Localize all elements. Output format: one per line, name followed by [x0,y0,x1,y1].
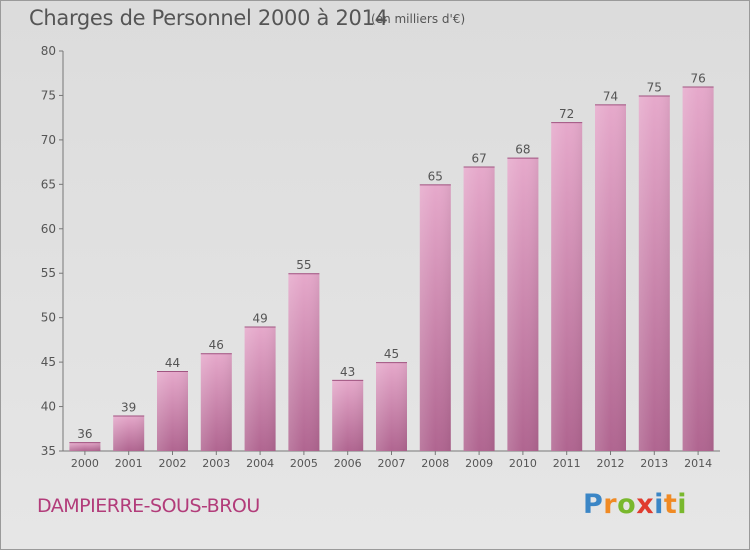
x-tick-label: 2004 [246,457,274,470]
x-tick-label: 2005 [290,457,318,470]
x-tick-label: 2010 [509,457,537,470]
data-label: 68 [515,143,530,157]
data-label: 75 [647,80,662,94]
chart-title: Charges de Personnel 2000 à 2014 [29,6,388,30]
bar-shine [463,166,495,452]
data-label: 44 [165,356,180,370]
bar-shine [69,442,101,451]
x-tick-label: 2009 [465,457,493,470]
y-tick-label: 45 [41,355,56,369]
y-tick-label: 35 [41,444,56,458]
x-tick-label: 2001 [115,457,143,470]
y-tick-label: 80 [41,44,56,58]
x-tick-label: 2003 [202,457,230,470]
bar-shine [419,184,451,452]
logo-letter: r [603,489,618,520]
data-label: 39 [121,400,136,414]
x-tick-label: 2000 [71,457,99,470]
logo-letter: i [677,489,688,520]
bar-shine [638,95,670,451]
logo-letter: i [654,489,664,520]
bar-shine [551,122,583,451]
x-tick-label: 2007 [378,457,406,470]
logo-letter: t [663,489,678,520]
bar-shine [200,353,232,451]
y-tick-label: 50 [41,311,56,325]
data-label: 49 [252,312,267,326]
data-label: 76 [690,72,705,86]
x-tick-label: 2002 [159,457,187,470]
bar-shine [157,371,188,451]
logo-letter: x [636,489,655,520]
logo-letter: P [583,489,604,520]
proxiti-logo[interactable]: Proxiti [583,489,687,520]
bar-shine [682,86,714,452]
bar-shine [595,104,626,451]
x-tick-label: 2006 [334,457,362,470]
y-tick-label: 55 [41,266,56,280]
data-label: 45 [384,347,399,361]
bar-shine [244,326,276,451]
data-label: 74 [603,89,618,103]
data-label: 43 [340,365,355,379]
data-label: 36 [77,427,92,441]
data-label: 72 [559,107,574,121]
data-label: 55 [296,258,311,272]
logo-letter: o [617,489,637,520]
bar-shine [507,157,539,451]
y-tick-label: 60 [41,222,56,236]
location-name: DAMPIERRE-SOUS-BROU [37,495,260,517]
x-tick-label: 2014 [684,457,712,470]
y-tick-label: 70 [41,133,56,147]
x-tick-label: 2008 [421,457,449,470]
y-tick-label: 75 [41,88,56,102]
data-label: 65 [428,169,443,183]
y-tick-label: 40 [41,400,56,414]
x-tick-label: 2013 [640,457,668,470]
data-label: 46 [209,338,224,352]
chart-subtitle: (en milliers d'€) [371,12,466,26]
bar-shine [288,273,320,451]
data-label: 67 [471,152,486,166]
bar-shine [113,415,145,451]
bar-shine [332,379,364,451]
x-tick-label: 2011 [553,457,581,470]
bar-shine [376,362,407,451]
x-tick-label: 2012 [597,457,625,470]
y-tick-label: 65 [41,177,56,191]
